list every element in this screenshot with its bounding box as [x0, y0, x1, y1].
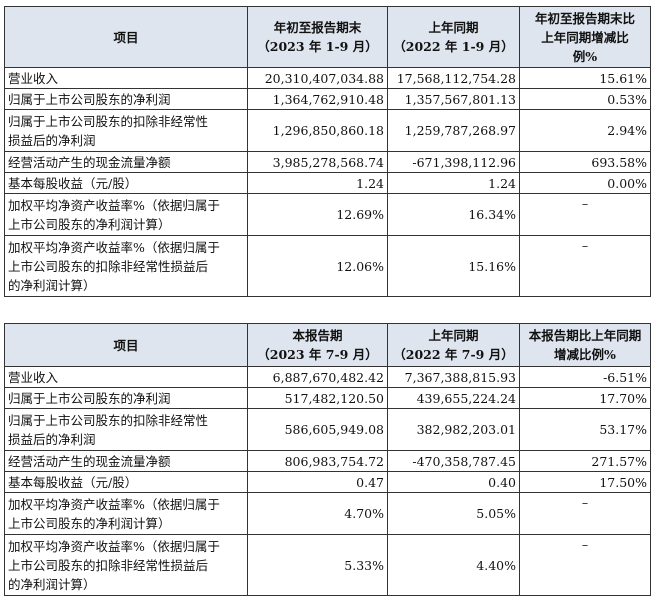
table-row: 经营活动产生的现金流量净额 806,983,754.72 -470,358,78…	[4, 450, 651, 472]
current-value: 1,296,850,860.18	[247, 109, 388, 152]
ytd-financial-table: 项目 年初至报告期末 （2023 年 1-9 月） 上年同期 （2022 年 1…	[4, 6, 651, 297]
current-value: 6,887,670,482.42	[247, 366, 388, 388]
row-label: 经营活动产生的现金流量净额	[4, 151, 248, 173]
table-header-row: 项目 年初至报告期末 （2023 年 1-9 月） 上年同期 （2022 年 1…	[4, 6, 651, 68]
header-change-ratio: 本报告期比上年同期 增减比例%	[519, 323, 651, 367]
change-value: 17.50%	[519, 471, 651, 493]
change-value: -6.51%	[519, 366, 651, 388]
current-value: 586,605,949.08	[247, 408, 388, 451]
current-value: 1.24	[247, 172, 388, 194]
prior-value: 5.05%	[387, 492, 520, 535]
current-value: 12.69%	[247, 193, 388, 236]
header-item: 项目	[4, 323, 248, 367]
table-row: 基本每股收益（元/股） 0.47 0.40 17.50%	[4, 471, 651, 493]
current-value: 4.70%	[247, 492, 388, 535]
header-text: 本报告期比上年同期 增减比例%	[528, 328, 642, 362]
header-text: 上年同期 （2022 年 1-9 月）	[393, 20, 514, 54]
change-value: 15.61%	[519, 67, 651, 89]
header-text: 上年同期 （2022 年 7-9 月）	[393, 328, 514, 362]
table-row: 营业收入 20,310,407,034.88 17,568,112,754.28…	[4, 67, 651, 89]
prior-value: 1.24	[387, 172, 520, 194]
table-row: 加权平均净资产收益率%（依据归属于 上市公司股东的扣除非经常性损益后 的净利润计…	[4, 534, 651, 596]
row-label: 归属于上市公司股东的净利润	[4, 387, 248, 409]
change-value: 271.57%	[519, 450, 651, 472]
prior-value: 1,259,787,268.97	[387, 109, 520, 152]
header-prior-period: 上年同期 （2022 年 1-9 月）	[387, 6, 520, 68]
table-row: 加权平均净资产收益率%（依据归属于 上市公司股东的净利润计算） 4.70% 5.…	[4, 492, 651, 535]
change-value: –	[519, 193, 651, 236]
prior-value: -470,358,787.45	[387, 450, 520, 472]
prior-value: 382,982,203.01	[387, 408, 520, 451]
prior-value: 0.40	[387, 471, 520, 493]
row-label: 归属于上市公司股东的净利润	[4, 88, 248, 110]
table-row: 经营活动产生的现金流量净额 3,985,278,568.74 -671,398,…	[4, 151, 651, 173]
change-value: 693.58%	[519, 151, 651, 173]
table-row: 归属于上市公司股东的扣除非经常性 损益后的净利润 586,605,949.08 …	[4, 408, 651, 451]
current-value: 20,310,407,034.88	[247, 67, 388, 89]
change-value: 17.70%	[519, 387, 651, 409]
current-value: 806,983,754.72	[247, 450, 388, 472]
row-label: 加权平均净资产收益率%（依据归属于 上市公司股东的净利润计算）	[4, 492, 248, 535]
change-value: –	[519, 235, 651, 297]
row-label: 基本每股收益（元/股）	[4, 471, 248, 493]
row-label: 归属于上市公司股东的扣除非经常性 损益后的净利润	[4, 109, 248, 152]
row-label: 营业收入	[4, 67, 248, 89]
prior-value: 16.34%	[387, 193, 520, 236]
table-row: 加权平均净资产收益率%（依据归属于 上市公司股东的净利润计算） 12.69% 1…	[4, 193, 651, 236]
table-row: 营业收入 6,887,670,482.42 7,367,388,815.93 -…	[4, 366, 651, 388]
row-label: 加权平均净资产收益率%（依据归属于 上市公司股东的净利润计算）	[4, 193, 248, 236]
row-label: 加权平均净资产收益率%（依据归属于 上市公司股东的扣除非经常性损益后 的净利润计…	[4, 235, 248, 297]
current-value: 12.06%	[247, 235, 388, 297]
table-row: 归属于上市公司股东的净利润 1,364,762,910.48 1,357,567…	[4, 88, 651, 110]
header-change-ratio: 年初至报告期末比 上年同期增减比 例%	[519, 6, 651, 68]
table-row: 归属于上市公司股东的扣除非经常性 损益后的净利润 1,296,850,860.1…	[4, 109, 651, 152]
header-text: 本报告期 （2023 年 7-9 月）	[257, 328, 378, 362]
change-value: –	[519, 534, 651, 596]
current-value: 517,482,120.50	[247, 387, 388, 409]
header-prior-period: 上年同期 （2022 年 7-9 月）	[387, 323, 520, 367]
row-label: 经营活动产生的现金流量净额	[4, 450, 248, 472]
prior-value: 7,367,388,815.93	[387, 366, 520, 388]
change-value: 2.94%	[519, 109, 651, 152]
table-row: 归属于上市公司股东的净利润 517,482,120.50 439,655,224…	[4, 387, 651, 409]
change-value: 0.53%	[519, 88, 651, 110]
row-label: 加权平均净资产收益率%（依据归属于 上市公司股东的扣除非经常性损益后 的净利润计…	[4, 534, 248, 596]
current-value: 0.47	[247, 471, 388, 493]
header-text: 年初至报告期末比 上年同期增减比 例%	[534, 10, 635, 64]
prior-value: 439,655,224.24	[387, 387, 520, 409]
row-label: 基本每股收益（元/股）	[4, 172, 248, 194]
change-value: –	[519, 492, 651, 535]
table-header-row: 项目 本报告期 （2023 年 7-9 月） 上年同期 （2022 年 7-9 …	[4, 323, 651, 367]
current-value: 5.33%	[247, 534, 388, 596]
row-label: 归属于上市公司股东的扣除非经常性 损益后的净利润	[4, 408, 248, 451]
prior-value: 4.40%	[387, 534, 520, 596]
header-current-period: 年初至报告期末 （2023 年 1-9 月）	[247, 6, 388, 68]
prior-value: -671,398,112.96	[387, 151, 520, 173]
prior-value: 1,357,567,801.13	[387, 88, 520, 110]
table-row: 加权平均净资产收益率%（依据归属于 上市公司股东的扣除非经常性损益后 的净利润计…	[4, 235, 651, 297]
current-value: 3,985,278,568.74	[247, 151, 388, 173]
prior-value: 17,568,112,754.28	[387, 67, 520, 89]
quarter-financial-table: 项目 本报告期 （2023 年 7-9 月） 上年同期 （2022 年 7-9 …	[4, 323, 651, 596]
row-label: 营业收入	[4, 366, 248, 388]
change-value: 53.17%	[519, 408, 651, 451]
current-value: 1,364,762,910.48	[247, 88, 388, 110]
header-item: 项目	[4, 6, 248, 68]
change-value: 0.00%	[519, 172, 651, 194]
table-row: 基本每股收益（元/股） 1.24 1.24 0.00%	[4, 172, 651, 194]
header-current-period: 本报告期 （2023 年 7-9 月）	[247, 323, 388, 367]
header-text: 年初至报告期末 （2023 年 1-9 月）	[257, 20, 378, 54]
prior-value: 15.16%	[387, 235, 520, 297]
